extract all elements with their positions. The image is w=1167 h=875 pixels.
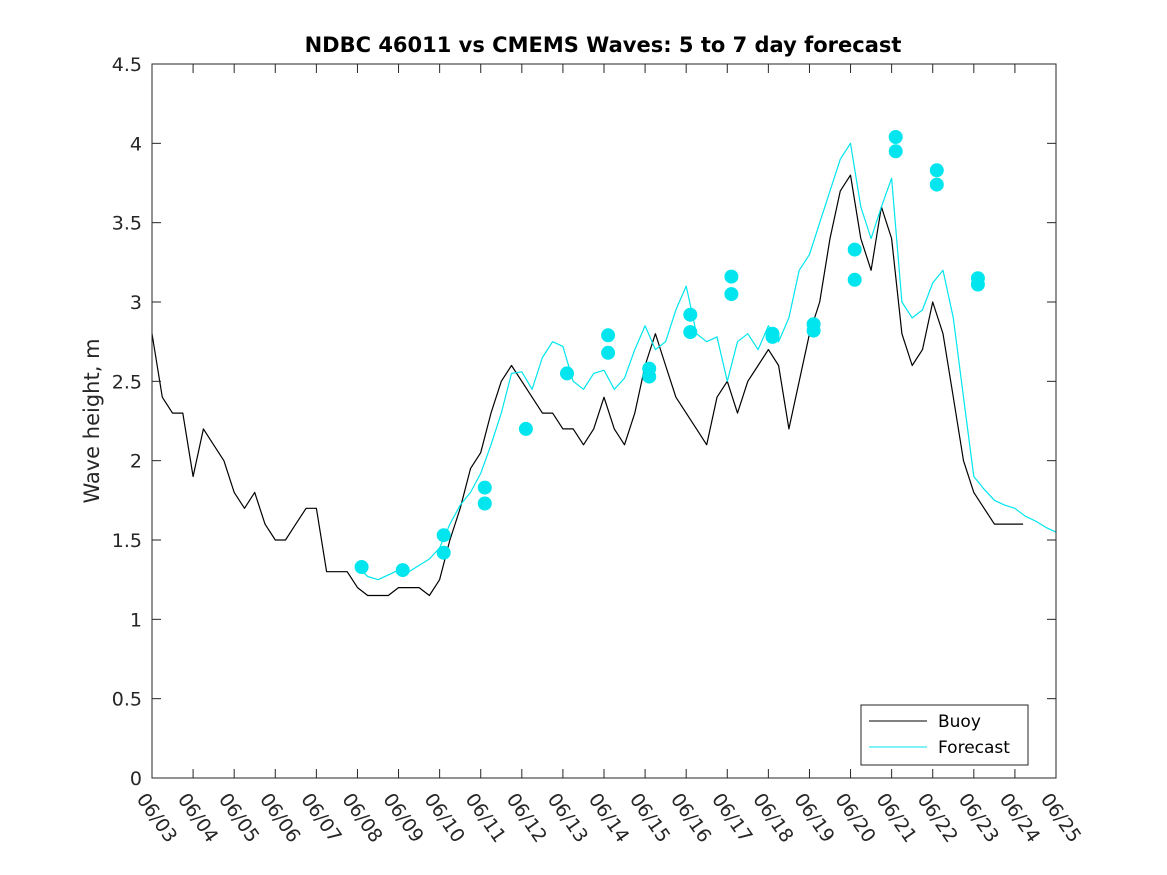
- x-tick-label: 06/10: [420, 789, 469, 846]
- x-tick-label: 06/07: [296, 789, 345, 846]
- x-tick-label: 06/12: [502, 789, 551, 846]
- legend-box: [860, 704, 1029, 766]
- x-tick-label: 06/20: [830, 789, 879, 846]
- legend-label-buoy: Buoy: [938, 712, 981, 732]
- x-tick-label: 06/13: [543, 789, 592, 846]
- forecast-marker: [847, 272, 862, 287]
- y-tick-label: 1: [130, 609, 142, 631]
- x-tick-label: 06/17: [707, 789, 756, 846]
- forecast-marker: [436, 545, 451, 560]
- plot-area: [152, 64, 1056, 778]
- forecast-marker: [642, 361, 657, 376]
- forecast-marker: [560, 366, 574, 381]
- x-tick-label: 06/25: [1036, 789, 1085, 846]
- chart-title: NDBC 46011 vs CMEMS Waves: 5 to 7 day fo…: [305, 33, 902, 57]
- x-tick-label: 06/16: [666, 789, 715, 846]
- x-tick-label: 06/18: [748, 789, 797, 846]
- legend: Buoy Forecast: [860, 704, 1029, 766]
- y-tick-label: 2.5: [112, 371, 142, 393]
- x-tick-label: 06/03: [132, 789, 181, 846]
- y-tick-label: 4.5: [112, 54, 142, 76]
- y-tick-label: 0: [130, 768, 142, 790]
- forecast-marker: [436, 528, 451, 543]
- forecast-marker: [683, 325, 698, 340]
- forecast-marker: [929, 163, 944, 178]
- legend-label-forecast: Forecast: [938, 738, 1010, 758]
- series-line-buoy: [151, 174, 1024, 597]
- y-tick-label: 0.5: [112, 689, 142, 711]
- x-tick-label: 06/19: [789, 789, 838, 846]
- y-axis-label: Wave height, m: [80, 338, 104, 503]
- forecast-marker: [929, 177, 944, 192]
- y-tick-label: 4: [130, 133, 142, 155]
- forecast-marker: [724, 269, 739, 284]
- forecast-marker: [888, 130, 903, 144]
- forecast-marker: [354, 560, 369, 574]
- forecast-marker: [601, 328, 616, 343]
- forecast-marker: [601, 345, 616, 360]
- forecast-marker: [806, 317, 821, 332]
- x-tick-label: 06/21: [872, 789, 921, 846]
- x-tick-label: 06/23: [954, 789, 1003, 846]
- plot-lines: [151, 142, 1057, 597]
- y-tick-label: 1.5: [112, 530, 142, 552]
- x-tick-label: 06/09: [378, 789, 427, 846]
- forecast-marker: [765, 326, 780, 341]
- x-tick-label: 06/08: [337, 789, 386, 846]
- y-tick-label: 2: [130, 451, 142, 473]
- x-tick-label: 06/22: [913, 789, 962, 846]
- x-tick-label: 06/04: [173, 789, 222, 846]
- x-tick-label: 06/06: [255, 789, 304, 846]
- forecast-marker: [847, 242, 862, 257]
- x-tick-label: 06/15: [625, 789, 674, 846]
- forecast-marker: [888, 144, 903, 159]
- plot-markers: [354, 130, 985, 578]
- series-line-forecast: [357, 142, 1057, 581]
- y-tick-label: 3.5: [112, 213, 142, 235]
- forecast-marker: [724, 287, 739, 302]
- forecast-marker: [970, 271, 985, 286]
- x-tick-label: 06/14: [584, 789, 633, 846]
- x-tick-label: 06/24: [995, 789, 1044, 846]
- forecast-marker: [518, 421, 533, 436]
- x-tick-label: 06/11: [461, 789, 510, 846]
- y-tick-label: 3: [130, 292, 142, 314]
- y-axis-ticks: 0 0.5 1 1.5 2 2.5 3 3.5 4 4.5: [112, 54, 1056, 790]
- forecast-marker: [683, 307, 698, 322]
- x-tick-label: 06/05: [214, 789, 263, 846]
- forecast-marker: [395, 563, 410, 578]
- forecast-marker: [477, 480, 492, 495]
- forecast-marker: [477, 496, 492, 511]
